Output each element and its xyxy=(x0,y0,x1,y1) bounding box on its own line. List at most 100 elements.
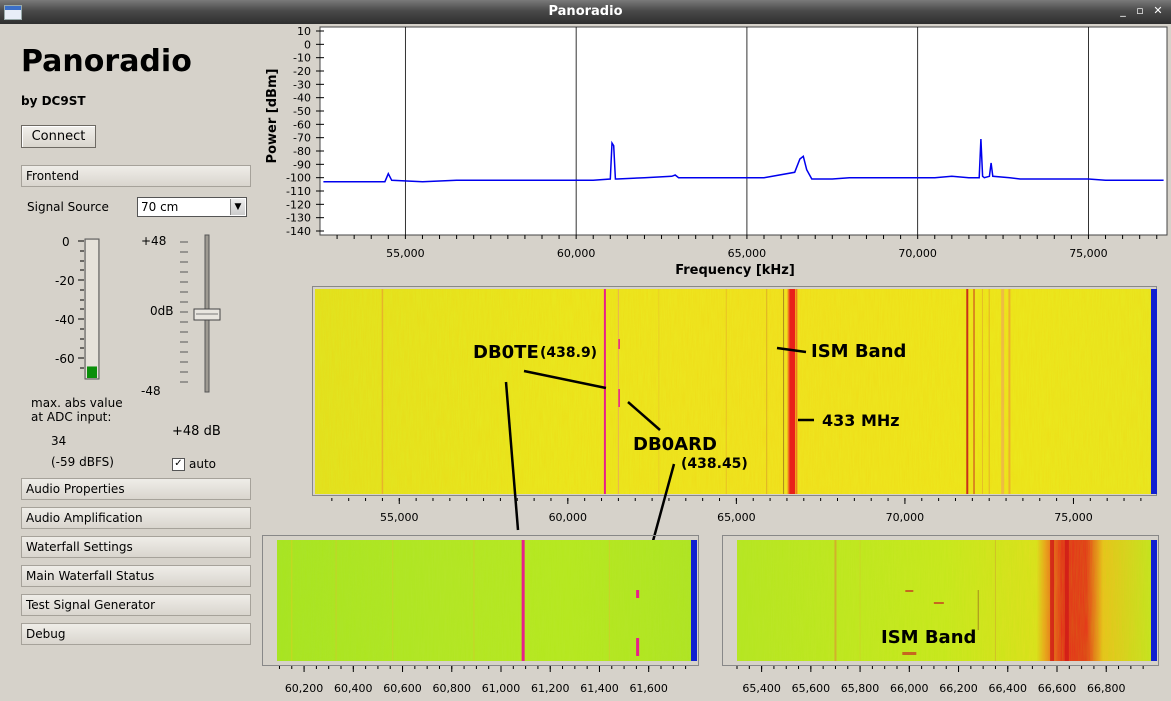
y-tick-label: -100 xyxy=(286,172,311,185)
section-waterfall-settings[interactable]: Waterfall Settings xyxy=(21,536,251,558)
section-main-waterfall-status[interactable]: Main Waterfall Status xyxy=(21,565,251,587)
x-tick-label: 70,000 xyxy=(898,247,937,260)
db0te-label: DB0TE xyxy=(473,342,539,363)
y-tick-label: -50 xyxy=(293,105,311,118)
auto-checkbox[interactable]: ✓ xyxy=(172,458,185,471)
signal-trace xyxy=(658,289,660,494)
section-test-signal-generator[interactable]: Test Signal Generator xyxy=(21,594,251,616)
zoom-x-tick: 65,400 xyxy=(742,682,781,695)
section-audio-amplification[interactable]: Audio Amplification xyxy=(21,507,251,529)
signal-trace xyxy=(725,289,727,494)
zoom-x-tick: 66,000 xyxy=(890,682,929,695)
meter-tick-20: -20 xyxy=(55,274,75,288)
mhz-433-label: 433 MHz xyxy=(822,411,900,430)
gain-top-label: +48 xyxy=(141,234,167,248)
zoom-right-waterfall[interactable] xyxy=(737,540,1157,661)
y-axis-label: Power [dBm] xyxy=(265,69,280,164)
maximize-icon[interactable]: ▫ xyxy=(1136,4,1144,17)
window-icon[interactable] xyxy=(4,5,22,20)
section-frontend[interactable]: Frontend xyxy=(21,165,251,187)
adc-dbfs: (-59 dBFS) xyxy=(51,455,114,469)
signal-trace xyxy=(473,540,475,661)
zoom-x-tick: 66,400 xyxy=(989,682,1028,695)
zoom-right-axis: 65,400 65,600 65,800 66,000 66,200 66,400 66,6… xyxy=(736,666,1144,695)
control-panel: Panoradio by DC9ST Connect Frontend Sign… xyxy=(0,24,262,701)
signal-trace xyxy=(834,540,837,661)
zoom-x-tick: 61,400 xyxy=(580,682,619,695)
signal-trace xyxy=(787,289,790,494)
y-tick-label: 0 xyxy=(304,38,311,51)
annotation-layer xyxy=(504,346,814,586)
adc-label-2: at ADC input: xyxy=(31,410,112,424)
signal-trace xyxy=(783,289,785,494)
signal-trace xyxy=(603,289,606,494)
signal-trace xyxy=(291,540,293,661)
signal-trace xyxy=(902,652,917,655)
zoom-x-tick: 60,200 xyxy=(285,682,324,695)
y-tick-label: -60 xyxy=(293,118,311,131)
y-tick-label: -110 xyxy=(286,185,311,198)
signal-trace xyxy=(1008,289,1011,494)
y-tick-label: -30 xyxy=(293,78,311,91)
minimize-icon[interactable]: _ xyxy=(1120,4,1126,17)
gain-slider[interactable] xyxy=(178,232,228,394)
zoom-left-waterfall[interactable] xyxy=(277,540,697,661)
section-debug[interactable]: Debug xyxy=(21,623,251,645)
y-tick-label: -140 xyxy=(286,225,311,238)
auto-label: auto xyxy=(189,457,217,471)
signal-trace xyxy=(521,540,525,661)
close-icon[interactable]: ✕ xyxy=(1153,4,1163,17)
signal-trace xyxy=(977,590,979,630)
waterfall-x-tick: 65,000 xyxy=(717,511,756,524)
meter-tick-40: -40 xyxy=(55,313,75,327)
zoom-x-tick: 65,800 xyxy=(841,682,880,695)
signal-trace xyxy=(381,289,384,494)
zoom-x-tick: 66,600 xyxy=(1038,682,1077,695)
y-tick-label: -130 xyxy=(286,212,311,225)
zoom-x-tick: 65,600 xyxy=(792,682,831,695)
waterfall-x-tick: 60,000 xyxy=(549,511,588,524)
signal-trace xyxy=(392,540,394,661)
waterfall-x-tick: 55,000 xyxy=(380,511,419,524)
y-tick-label: -10 xyxy=(293,52,311,65)
zoom-x-tick: 61,000 xyxy=(482,682,521,695)
x-axis-label: Frequency [kHz] xyxy=(675,263,795,278)
signal-trace xyxy=(788,289,795,494)
signal-trace xyxy=(335,540,337,661)
waterfall-edge xyxy=(1151,289,1157,494)
signal-trace xyxy=(973,289,975,494)
x-tick-label: 65,000 xyxy=(728,247,767,260)
ism-band-zoom-label: ISM Band xyxy=(881,627,977,648)
adc-value: 34 xyxy=(51,434,67,448)
db0ard-label: DB0ARD xyxy=(633,434,717,455)
connect-button[interactable]: Connect xyxy=(21,125,96,148)
db0ard-freq-label: (438.45) xyxy=(681,456,748,472)
title-bar: Panoradio _ ▫ ✕ xyxy=(0,0,1171,24)
y-tick-label: -80 xyxy=(293,145,311,158)
spectrum-plot[interactable]: 100-10-20-30-40-50-60-70-80-90-100-110-1… xyxy=(262,24,1171,280)
window-title: Panoradio xyxy=(548,4,623,19)
gain-bottom-label: -48 xyxy=(141,384,161,398)
signal-trace xyxy=(766,289,768,494)
section-audio-properties[interactable]: Audio Properties xyxy=(21,478,251,500)
signal-trace xyxy=(994,540,996,661)
app-byline: by DC9ST xyxy=(21,94,86,108)
chevron-down-icon[interactable]: ▼ xyxy=(230,199,245,215)
ism-band-label: ISM Band xyxy=(811,341,907,362)
signal-trace xyxy=(1064,540,1069,661)
zoom-x-tick: 60,400 xyxy=(334,682,373,695)
signal-trace xyxy=(1001,289,1005,494)
signal-trace xyxy=(966,289,969,494)
x-tick-label: 60,000 xyxy=(557,247,596,260)
zoom-x-tick: 66,800 xyxy=(1087,682,1126,695)
signal-trace xyxy=(618,389,620,407)
signal-trace xyxy=(988,289,990,494)
signal-trace xyxy=(795,289,798,494)
y-tick-label: -40 xyxy=(293,92,311,105)
signal-source-select[interactable]: 70 cm ▼ xyxy=(137,197,247,217)
main-waterfall[interactable] xyxy=(315,289,1157,494)
signal-source-value: 70 cm xyxy=(141,200,179,214)
signal-trace xyxy=(618,339,620,349)
signal-source-label: Signal Source xyxy=(27,200,109,214)
signal-trace xyxy=(636,590,640,598)
